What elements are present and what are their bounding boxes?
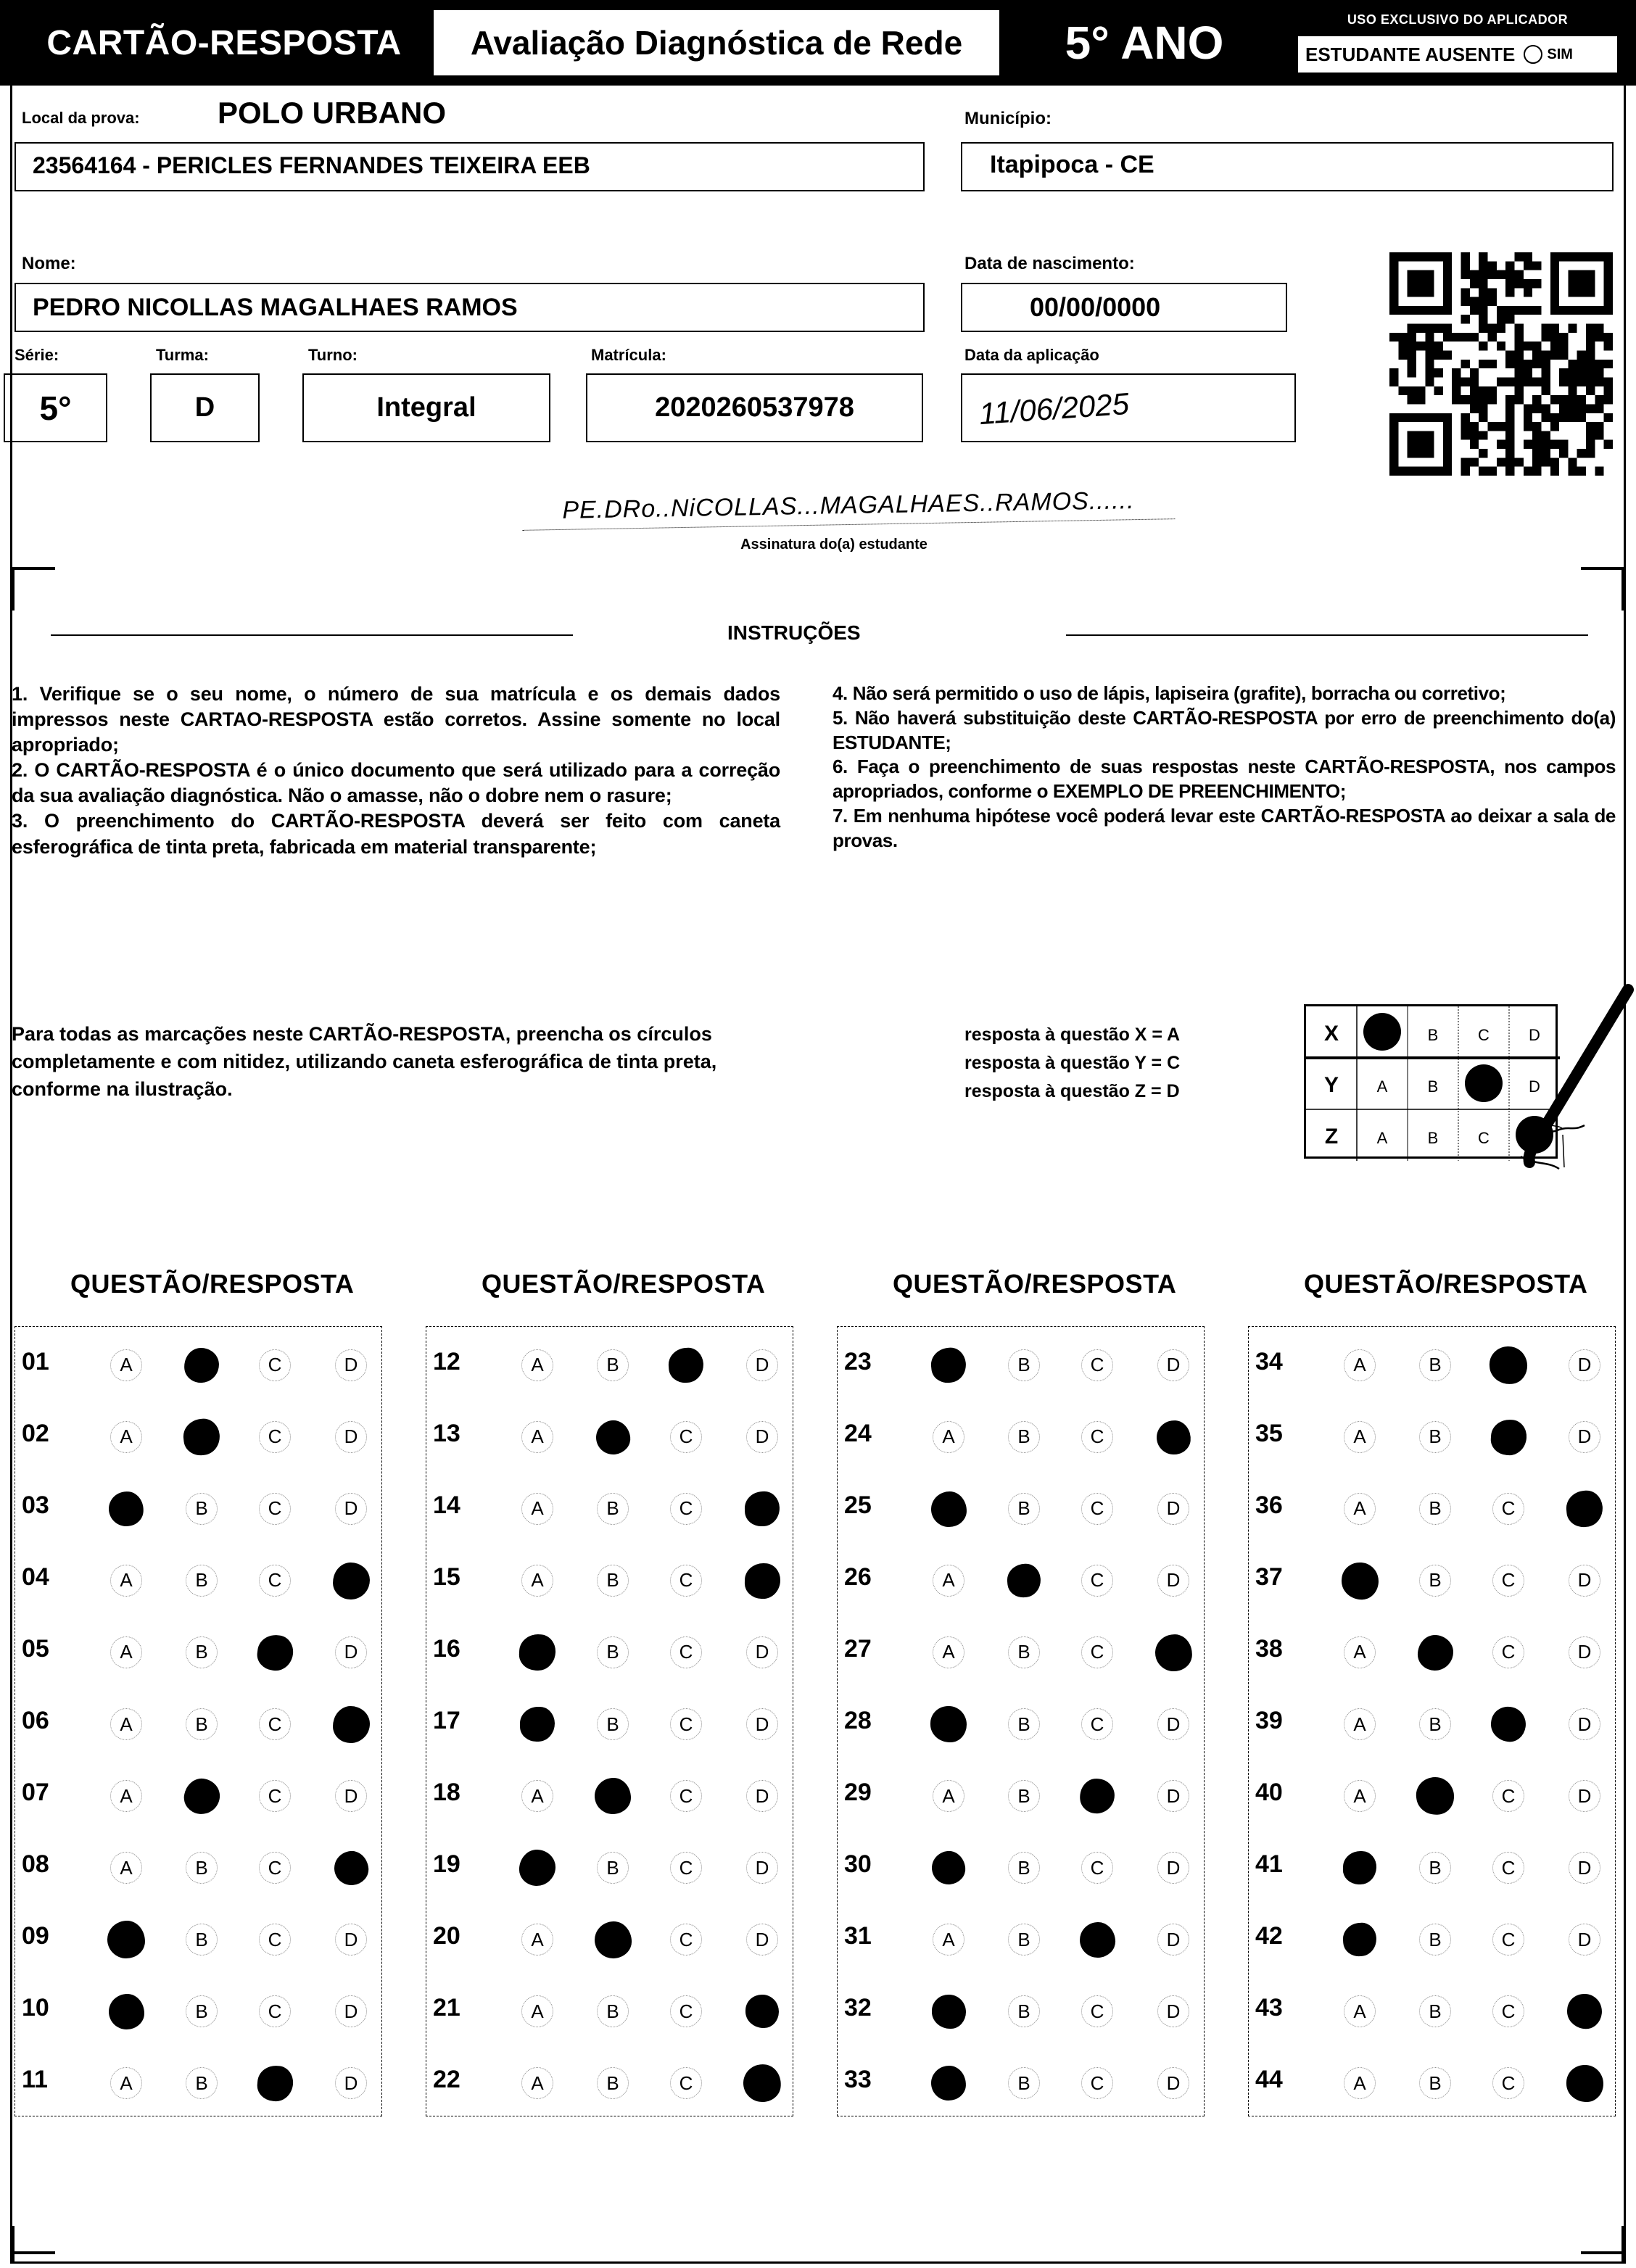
svg-text:B: B [1428, 1026, 1439, 1044]
svg-text:B: B [1428, 1129, 1439, 1147]
svg-text:C: C [1478, 1129, 1490, 1147]
svg-text:B: B [1428, 1077, 1439, 1096]
svg-text:X: X [1324, 1022, 1339, 1046]
svg-text:A: A [1377, 1077, 1388, 1096]
svg-text:Z: Z [1325, 1125, 1338, 1149]
svg-text:A: A [1377, 1129, 1388, 1147]
svg-text:Y: Y [1324, 1073, 1339, 1097]
svg-text:C: C [1478, 1026, 1490, 1044]
